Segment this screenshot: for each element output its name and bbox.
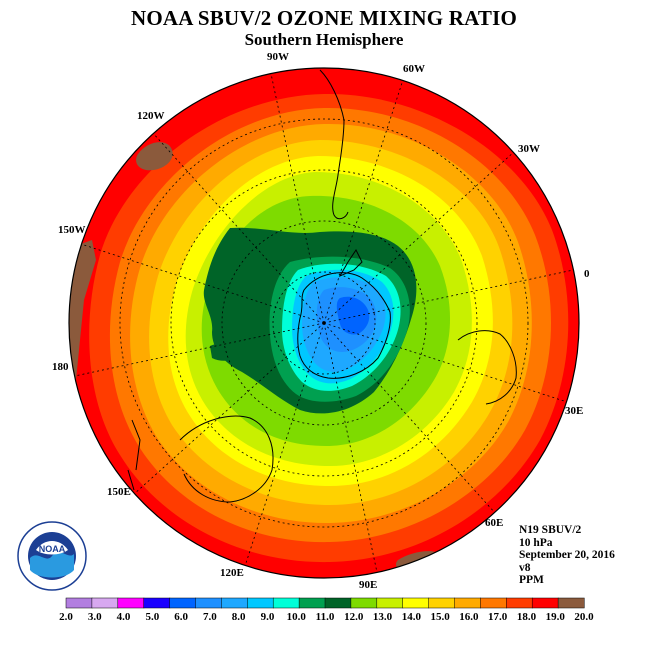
colorbar-swatch bbox=[143, 597, 171, 609]
lon-label-120w: 120W bbox=[137, 110, 165, 122]
lon-label-150w: 150W bbox=[58, 224, 86, 236]
satellite-label: N19 SBUV/2 bbox=[519, 524, 582, 536]
chart-title: NOAA SBUV/2 OZONE MIXING RATIO bbox=[131, 6, 517, 30]
new-zealand-coast bbox=[127, 419, 141, 491]
colorbar-tick-label: 15.0 bbox=[430, 611, 450, 623]
pressure-level-label: 10 hPa bbox=[519, 536, 553, 549]
australia-coast bbox=[179, 415, 274, 503]
lon-label-180: 180 bbox=[52, 361, 69, 373]
colorbar-tick-label: 7.0 bbox=[203, 611, 217, 623]
ozone-field bbox=[69, 68, 579, 578]
colorbar-tick-label: 19.0 bbox=[546, 611, 566, 623]
colorbar-tick-label: 4.0 bbox=[117, 611, 131, 623]
colorbar-tick-label: 12.0 bbox=[344, 611, 364, 623]
metadata-block: N19 SBUV/2 10 hPa September 20, 2016 v8 … bbox=[519, 524, 615, 587]
colorbar-tick-label: 20.0 bbox=[574, 611, 594, 623]
antarctica-coast bbox=[297, 249, 391, 379]
colorbar-swatch bbox=[91, 597, 119, 609]
colorbar-tick-label: 2.0 bbox=[59, 611, 73, 623]
africa-coast bbox=[457, 330, 517, 405]
band-10-11-patch bbox=[210, 343, 236, 361]
colorbar-tick-label: 16.0 bbox=[459, 611, 479, 623]
chart-subtitle: Southern Hemisphere bbox=[244, 30, 404, 49]
colorbar-swatch bbox=[480, 597, 507, 609]
colorbar-tick-label: 14.0 bbox=[402, 611, 422, 623]
colorbar-tick-label: 13.0 bbox=[373, 611, 393, 623]
colorbar-swatch bbox=[557, 597, 585, 609]
colorbar-tick-label: 8.0 bbox=[232, 611, 246, 623]
colorbar-tick-label: 9.0 bbox=[261, 611, 275, 623]
longitude-labels: 90W 60W 30W 0 30E 60E 90E 120E 150E 180 … bbox=[52, 51, 590, 591]
units-label: PPM bbox=[519, 574, 544, 586]
latitude-circle bbox=[272, 271, 376, 375]
south-america-coast bbox=[319, 69, 349, 220]
colorbar-swatch bbox=[506, 597, 533, 609]
noaa-logo: NOAA bbox=[17, 521, 87, 591]
coastlines bbox=[127, 69, 517, 503]
colorbar-swatch bbox=[195, 597, 222, 609]
date-label: September 20, 2016 bbox=[519, 549, 615, 561]
band-4-5 bbox=[336, 296, 370, 335]
lon-label-90w: 90W bbox=[267, 51, 289, 63]
colorbar-swatch bbox=[350, 597, 378, 609]
latitude-circle bbox=[119, 118, 529, 528]
logo-text: NOAA bbox=[39, 544, 66, 554]
lon-label-60w: 60W bbox=[403, 63, 425, 75]
version-label: v8 bbox=[519, 561, 531, 574]
colorbar-tick-label: 3.0 bbox=[88, 611, 102, 623]
lon-label-0: 0 bbox=[584, 268, 590, 280]
colorbar-swatch bbox=[402, 597, 430, 609]
colorbar-swatch bbox=[531, 597, 559, 609]
latitude-circle bbox=[170, 169, 478, 477]
colorbar-swatch bbox=[454, 597, 481, 609]
colorbar-swatch bbox=[376, 597, 404, 609]
colorbar-tick-label: 17.0 bbox=[488, 611, 508, 623]
colorbar-swatch bbox=[324, 597, 352, 609]
colorbar-swatch bbox=[272, 597, 300, 609]
colorbar-swatch bbox=[221, 597, 248, 609]
graticule bbox=[74, 73, 574, 573]
lon-label-120e: 120E bbox=[220, 567, 244, 579]
lon-label-30e: 30E bbox=[565, 405, 583, 417]
colorbar-ticks: 2.0 3.0 4.0 5.0 6.0 7.0 8.0 9.0 10.0 11.0 12.0 13.0… bbox=[59, 611, 594, 623]
map-boundary bbox=[68, 67, 580, 579]
colorbar-tick-label: 5.0 bbox=[145, 611, 159, 623]
colorbar-swatch bbox=[169, 597, 197, 609]
colorbar-tick-label: 18.0 bbox=[517, 611, 537, 623]
lon-label-30w: 30W bbox=[518, 143, 540, 155]
lon-label-150e: 150E bbox=[107, 486, 131, 498]
colorbar-swatch bbox=[428, 597, 456, 609]
colorbar-tick-label: 10.0 bbox=[287, 611, 307, 623]
colorbar-tick-label: 11.0 bbox=[316, 611, 335, 623]
colorbar-swatch bbox=[65, 597, 93, 609]
band-20-patch bbox=[136, 142, 173, 171]
colorbar-tick-label: 6.0 bbox=[174, 611, 188, 623]
latitude-circle bbox=[221, 220, 427, 426]
colorbar-swatch bbox=[298, 597, 326, 609]
lon-label-90e: 90E bbox=[359, 579, 377, 591]
lon-label-60e: 60E bbox=[485, 517, 503, 529]
colorbar-swatch bbox=[117, 597, 145, 609]
colorbar-swatch bbox=[247, 597, 274, 609]
colorbar-swatches bbox=[65, 597, 585, 609]
